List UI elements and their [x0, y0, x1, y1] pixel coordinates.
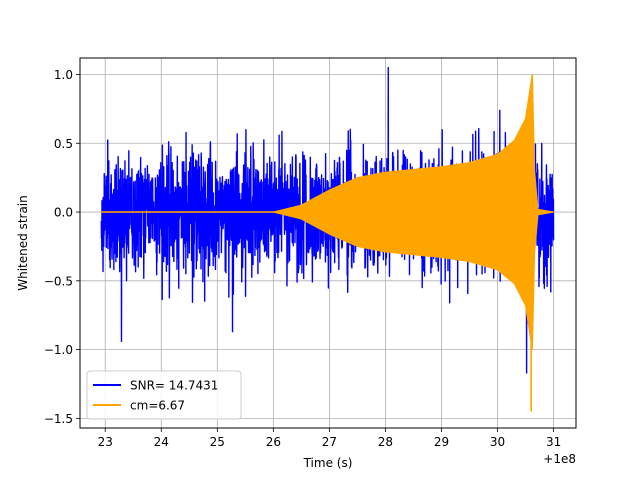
x-tick-label: 23 — [98, 435, 113, 449]
x-tick-label: 28 — [378, 435, 393, 449]
y-tick-label: 0.5 — [54, 137, 73, 151]
grid — [80, 58, 576, 428]
x-tick-label: 25 — [210, 435, 225, 449]
y-tick-label: 1.0 — [54, 68, 73, 82]
y-tick-label: −1.5 — [44, 412, 73, 426]
y-tick-label: 0.0 — [54, 206, 73, 220]
x-tick-label: 30 — [490, 435, 505, 449]
plot-frame — [79, 57, 577, 429]
legend-label-cm: cm=6.67 — [130, 399, 185, 413]
x-tick-label: 31 — [546, 435, 561, 449]
legend: SNR= 14.7431 cm=6.67 — [86, 370, 242, 420]
y-tick-label: −0.5 — [44, 274, 73, 288]
x-tick-label: 24 — [154, 435, 169, 449]
series-layer — [100, 66, 555, 412]
legend-label-snr: SNR= 14.7431 — [130, 379, 218, 393]
x-axis-label: Time (s) — [303, 456, 353, 470]
y-tick-label: −1.0 — [44, 343, 73, 357]
x-offset-label: +1e8 — [543, 452, 576, 466]
x-tick-label: 29 — [434, 435, 449, 449]
ticks: 23 24 25 26 27 28 29 30 31 1.0 0.5 0.0 −0.5 −1.0 −1.5 — [44, 68, 561, 449]
legend-box — [86, 370, 242, 420]
x-tick-label: 26 — [266, 435, 281, 449]
x-tick-label: 27 — [322, 435, 337, 449]
y-axis-label: Whitened strain — [16, 195, 30, 291]
